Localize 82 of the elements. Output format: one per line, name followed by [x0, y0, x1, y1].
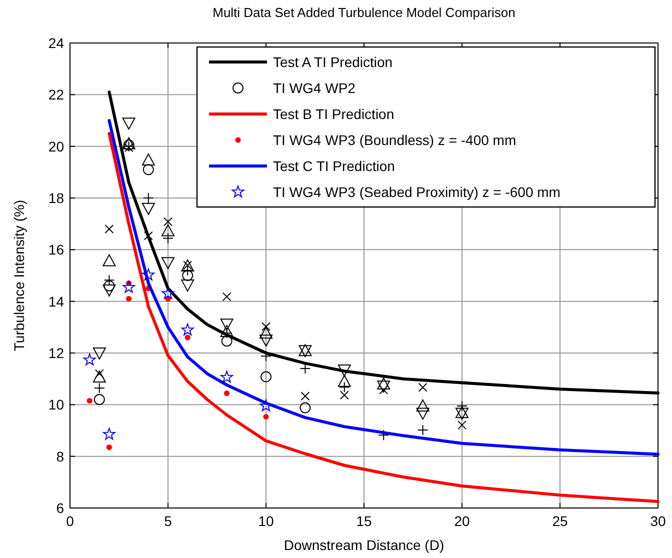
- x-axis-title: Downstream Distance (D): [284, 537, 444, 553]
- point: [220, 325, 234, 338]
- point: [104, 224, 114, 234]
- point: [164, 217, 172, 226]
- point: [262, 322, 270, 332]
- x-tick-label: 15: [356, 513, 372, 529]
- point: [181, 324, 194, 336]
- x-tick-label: 5: [164, 513, 172, 529]
- point: [416, 408, 430, 420]
- line-series: [108, 132, 660, 504]
- y-tick-label: 14: [48, 293, 64, 310]
- point: [144, 231, 153, 240]
- point: [122, 137, 136, 150]
- point: [458, 420, 466, 430]
- point: [418, 382, 428, 392]
- point: [142, 268, 155, 280]
- point: [222, 292, 232, 302]
- point: [106, 444, 112, 450]
- point: [338, 374, 351, 387]
- chart-title: Multi Data Set Added Turbulence Model Comparison: [212, 5, 516, 20]
- point: [122, 280, 136, 293]
- y-tick-label: 6: [56, 500, 64, 516]
- x-tick-label: 25: [552, 513, 568, 529]
- point: [338, 364, 351, 377]
- point: [142, 154, 155, 166]
- legend-label: Test A TI Prediction: [273, 54, 393, 70]
- point: [263, 414, 269, 420]
- point: [300, 402, 311, 414]
- point: [182, 270, 194, 281]
- point: [162, 287, 174, 299]
- point: [162, 224, 174, 236]
- point: [92, 370, 106, 383]
- legend-label: Test C TI Prediction: [273, 158, 395, 174]
- point: [126, 296, 132, 302]
- y-tick-label: 22: [48, 86, 64, 103]
- point: [300, 392, 310, 401]
- point: [220, 318, 234, 331]
- x-tick-label: 30: [650, 513, 666, 529]
- x-tick-label: 20: [454, 513, 470, 529]
- point: [83, 353, 96, 366]
- x-tick-label: 10: [258, 513, 274, 529]
- point: [260, 371, 272, 382]
- legend-label: TI WG4 WP3 (Seabed Proximity) z = -600 mm: [273, 184, 560, 200]
- point: [142, 202, 155, 215]
- point: [142, 164, 154, 176]
- y-tick-label: 16: [48, 242, 64, 258]
- point: [102, 428, 116, 440]
- point: [86, 398, 92, 404]
- point: [260, 399, 272, 412]
- point: [102, 254, 116, 266]
- point: [377, 378, 390, 390]
- line-series: [108, 119, 660, 456]
- y-tick-label: 24: [48, 35, 64, 51]
- y-tick-label: 12: [48, 345, 64, 361]
- point: [181, 280, 194, 292]
- legend-label: Test B TI Prediction: [273, 106, 394, 122]
- legend-label: TI WG4 WP2: [273, 80, 356, 96]
- y-tick-label: 10: [48, 396, 64, 413]
- legend-label: TI WG4 WP3 (Boundless) z = -400 mm: [273, 132, 516, 148]
- point: [94, 382, 105, 394]
- point: [92, 348, 106, 360]
- y-tick-label: 18: [48, 190, 64, 206]
- point: [94, 394, 105, 405]
- point: [260, 326, 272, 339]
- y-tick-label: 8: [56, 448, 64, 464]
- point: [104, 280, 115, 292]
- point: [378, 430, 390, 441]
- x-tick-label: 0: [66, 513, 74, 529]
- point: [221, 336, 232, 347]
- point: [224, 390, 230, 396]
- point: [340, 390, 349, 400]
- point: [260, 334, 272, 347]
- point: [416, 399, 430, 412]
- y-axis-title: Turbulence Intensity (%): [11, 200, 27, 352]
- point: [338, 382, 350, 393]
- y-tick-label: 20: [48, 138, 64, 154]
- point: [122, 118, 136, 130]
- point: [102, 284, 116, 296]
- point: [220, 370, 234, 383]
- point: [184, 334, 190, 340]
- point: [162, 257, 174, 270]
- point: [377, 380, 390, 393]
